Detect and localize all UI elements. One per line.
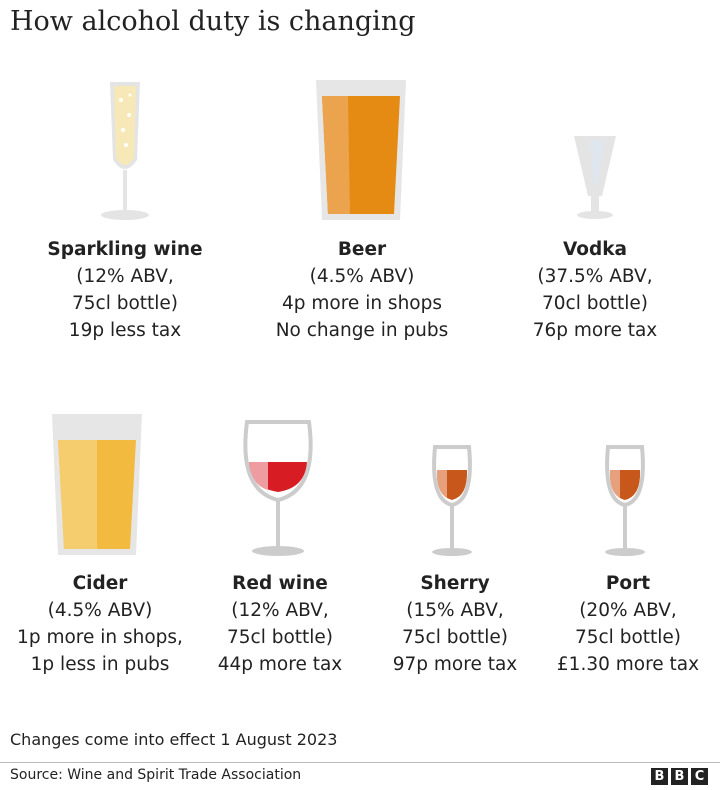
drink-detail: 75cl bottle) <box>574 627 682 648</box>
drink-name: Cider <box>72 573 128 594</box>
logo-letter: B <box>651 768 668 785</box>
drink-label: Beer (4.5% ABV) 4p more in shops No change … <box>276 236 449 344</box>
logo-letter: C <box>691 768 708 785</box>
drink-label: Sherry (15% ABV, 75cl bottle) 97p more tax <box>393 570 518 678</box>
source: Source: Wine and Spirit Trade Associatio… <box>10 767 302 783</box>
drink-label: Cider (4.5% ABV) 1p more in shops, 1p less … <box>17 570 183 678</box>
drink-detail: £1.30 more tax <box>556 654 700 675</box>
drink-detail: (12% ABV, <box>76 266 174 287</box>
drink-detail: 1p more in shops, <box>17 627 183 648</box>
drink-name: Port <box>605 573 651 594</box>
drink-name: Red wine <box>232 573 328 594</box>
drink-detail: 44p more tax <box>217 654 343 675</box>
vodka-glass <box>574 136 616 219</box>
note: Changes come into effect 1 August 2023 <box>10 730 338 749</box>
title: How alcohol duty is changing <box>10 6 416 37</box>
drink-name: Vodka <box>562 239 628 260</box>
drink-detail: (4.5% ABV) <box>309 266 415 287</box>
drink-detail: (4.5% ABV) <box>47 600 153 621</box>
drink-detail: No change in pubs <box>275 320 449 341</box>
drink-detail: (37.5% ABV, <box>537 266 653 287</box>
port-glass <box>605 445 645 556</box>
drink-detail: (12% ABV, <box>231 600 329 621</box>
beer-glass <box>316 80 406 220</box>
drink-detail: 70cl bottle) <box>541 293 649 314</box>
drink-label: Vodka (37.5% ABV, 70cl bottle) 76p more tax <box>533 236 658 344</box>
red-wine-glass <box>243 420 313 556</box>
drink-detail: 75cl bottle) <box>401 627 509 648</box>
drink-detail: 75cl bottle) <box>226 627 334 648</box>
drink-label: Sparkling wine (12% ABV, 75cl bottle) 19p l… <box>47 236 202 344</box>
sherry-glass <box>432 445 472 556</box>
drink-name: Beer <box>337 239 387 260</box>
divider <box>0 762 720 763</box>
drink-detail: 76p more tax <box>532 320 658 341</box>
drink-detail: (20% ABV, <box>579 600 677 621</box>
logo-letter: B <box>671 768 688 785</box>
drink-detail: 4p more in shops <box>281 293 443 314</box>
drink-name: Sparkling wine <box>47 239 203 260</box>
drink-label: Red wine (12% ABV, 75cl bottle) 44p more ta… <box>218 570 343 678</box>
drink-detail: 97p more tax <box>392 654 518 675</box>
sparkling-glass <box>101 82 149 220</box>
drink-name: Sherry <box>420 573 490 594</box>
drink-detail: 1p less in pubs <box>30 654 170 675</box>
drink-label: Port (20% ABV, 75cl bottle) £1.30 more tax <box>557 570 699 678</box>
drink-detail: 75cl bottle) <box>71 293 179 314</box>
drink-detail: (15% ABV, <box>406 600 504 621</box>
drink-detail: 19p less tax <box>68 320 182 341</box>
cider-glass <box>52 414 142 555</box>
